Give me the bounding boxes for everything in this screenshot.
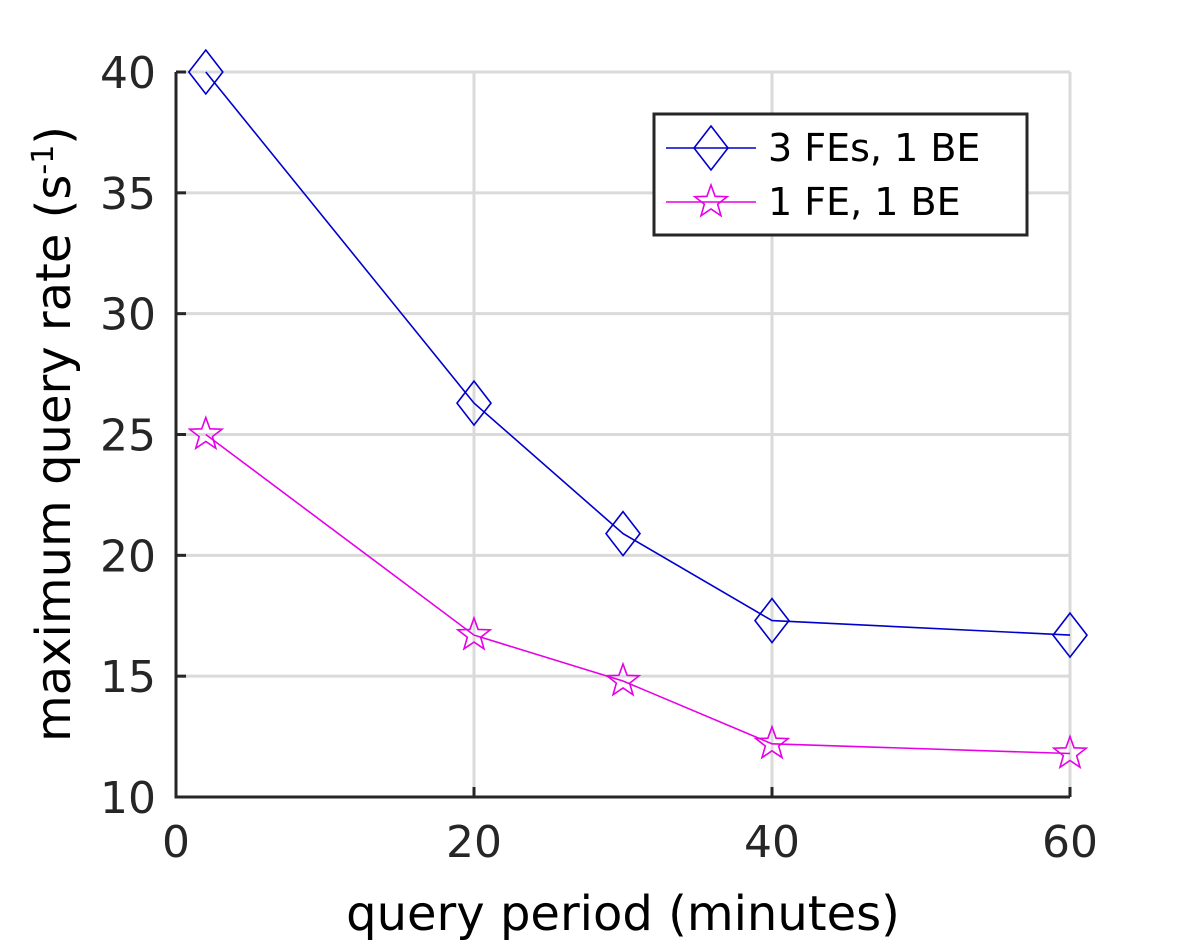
series-line-1-fe-1-be	[205, 433, 1071, 755]
legend-label-1-fe-1-be: 1 FE, 1 BE	[768, 180, 961, 224]
y-axis-label: maximum query rate (s-1)	[26, 126, 83, 742]
data-point-1-fe-1-be	[1051, 734, 1089, 770]
x-tick-label: 0	[162, 817, 190, 868]
y-tick-label: 10	[100, 773, 156, 824]
legend-marker-shape-1-fe-1-be	[692, 182, 730, 218]
y-tick-label: 30	[100, 290, 156, 341]
x-tick-label: 60	[1042, 817, 1098, 868]
y-axis-label-superscript: -1	[26, 145, 61, 175]
tick-labels: 0 20 40 60 10 15 20 25 30 35 40	[100, 48, 1098, 868]
x-tick-label: 40	[744, 817, 800, 868]
y-tick-label: 35	[100, 169, 156, 220]
data-point-1-fe-1-be	[187, 415, 225, 451]
x-axis-label: query period (minutes)	[346, 886, 900, 942]
series-layer	[187, 48, 1089, 770]
data-point-3-fes-1-be	[455, 379, 493, 427]
y-tick-label: 20	[100, 531, 156, 582]
y-tick-label: 15	[100, 652, 156, 703]
data-point-3-fes-1-be	[604, 510, 642, 557]
y-axis-label-close: )	[26, 126, 82, 145]
data-point-1-fe-1-be	[455, 615, 493, 651]
x-tick-label: 20	[446, 817, 502, 868]
legend: 3 FEs, 1 BE 1 FE, 1 BE	[652, 112, 1029, 237]
data-point-1-fe-1-be	[604, 661, 642, 697]
data-point-1-fe-1-be	[753, 724, 791, 760]
legend-label-3-fes-1-be: 3 FEs, 1 BE	[768, 126, 980, 170]
data-point-3-fes-1-be	[187, 48, 224, 96]
y-tick-label: 40	[100, 48, 156, 99]
legend-box	[652, 112, 1029, 237]
legend-marker-shape-3-fes-1-be	[692, 124, 730, 172]
legend-marker-3-fes-1-be	[692, 124, 730, 172]
legend-entry-1-fe-1-be: 1 FE, 1 BE	[666, 180, 961, 224]
y-axis-label-main: maximum query rate (s	[26, 175, 82, 742]
data-point-3-fes-1-be	[1051, 611, 1089, 659]
legend-entry-3-fes-1-be: 3 FEs, 1 BE	[666, 124, 980, 172]
data-point-3-fes-1-be	[753, 597, 791, 644]
series-1-fe-1-be	[187, 415, 1089, 770]
y-tick-label: 25	[100, 411, 156, 462]
legend-marker-1-fe-1-be	[692, 182, 730, 218]
series-line-3-fes-1-be	[205, 71, 1071, 636]
series-3-fes-1-be	[187, 48, 1089, 659]
axes	[174, 70, 1072, 799]
